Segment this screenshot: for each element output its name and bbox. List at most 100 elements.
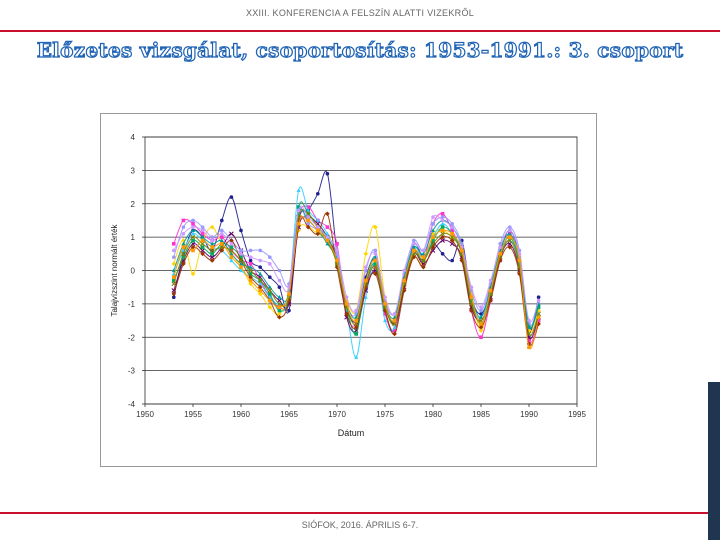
data-point [479,308,483,313]
bottom-divider [0,512,720,514]
data-point [210,238,214,243]
data-point [171,281,177,287]
data-point [296,221,301,226]
data-point [392,312,397,316]
data-point [210,241,215,246]
data-point [171,261,177,267]
data-point [210,252,214,256]
data-point [191,231,195,236]
data-point [181,218,186,223]
data-point [373,252,378,256]
data-point [190,244,196,250]
data-point [488,298,493,303]
data-point [248,264,253,269]
data-point [344,302,349,306]
data-point [421,264,426,270]
data-point [277,268,282,273]
data-point [508,225,512,229]
data-point [508,228,512,233]
data-point [229,251,234,256]
data-point [431,221,435,226]
data-point [469,298,474,303]
data-point [239,255,243,259]
top-divider [0,30,720,32]
series-k11 [172,205,541,323]
data-point [373,264,378,270]
data-point [267,288,273,293]
data-point [239,261,243,266]
data-point [508,235,512,239]
y-tick-label: 3 [131,166,136,175]
data-point [325,241,330,246]
data-point [440,225,445,229]
data-point [296,208,301,213]
slide-title: Előzetes vizsgálat, csoportosítás: 1953-… [36,37,684,62]
data-point [498,252,502,256]
x-tick-label: 1950 [136,410,154,419]
data-point [267,295,272,299]
data-point [181,255,186,259]
data-point [258,248,262,253]
data-point [268,292,272,296]
data-point [191,218,195,223]
data-point [363,295,368,299]
data-point [527,338,531,343]
data-point [392,331,397,337]
data-point [412,248,416,253]
data-point [229,231,234,237]
data-point [248,255,253,259]
data-point [440,234,445,240]
data-point [527,345,531,350]
data-point [364,278,368,283]
data-point [296,188,301,192]
side-accent-bar [708,382,720,540]
data-point [450,225,455,229]
data-point [239,268,243,273]
x-tick-label: 1985 [472,410,490,419]
data-point [440,228,445,233]
data-point [287,292,291,296]
data-point [469,285,474,289]
data-point [421,251,426,256]
data-point [229,258,234,263]
data-point [364,265,368,269]
data-point [479,322,483,326]
data-point [277,295,282,299]
data-point [277,305,282,310]
data-point [248,272,253,276]
data-point [431,215,435,219]
data-point [440,218,445,223]
data-point [191,221,195,226]
data-point [401,288,407,293]
data-point [440,211,445,216]
data-point [373,262,378,266]
data-point [354,318,358,323]
data-point [412,242,416,246]
data-point [450,258,455,263]
x-tick-label: 1975 [376,410,394,419]
x-tick-label: 1990 [520,410,538,419]
data-point [469,295,474,299]
data-point [220,235,224,239]
data-point [248,262,253,266]
data-point [392,318,397,323]
data-point [526,328,532,333]
data-point [479,335,483,340]
data-point [316,191,320,196]
data-point [200,248,205,253]
data-point [527,318,531,323]
data-point [181,241,186,246]
data-point [181,261,186,267]
data-point [239,265,243,269]
series-k12 [172,216,541,350]
data-point [344,295,349,299]
data-point [229,238,234,243]
y-tick-label: -4 [128,400,136,409]
data-point [268,262,272,266]
data-point [440,215,445,219]
data-point [200,245,205,249]
data-point [287,308,291,313]
y-tick-label: -1 [128,300,136,309]
data-point [248,268,253,273]
